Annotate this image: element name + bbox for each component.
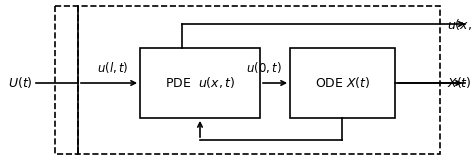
Bar	[290, 48, 395, 118]
Text: $u(l,t)$: $u(l,t)$	[97, 60, 129, 75]
Text: $u(0,t)$: $u(0,t)$	[246, 60, 282, 75]
Text: $X(t)$: $X(t)$	[447, 75, 472, 91]
Text: PDE  $u(x,t)$: PDE $u(x,t)$	[165, 75, 235, 91]
Text: $u(x,t)$: $u(x,t)$	[447, 17, 474, 31]
Bar	[140, 48, 260, 118]
Text: ODE $X(t)$: ODE $X(t)$	[315, 75, 370, 91]
Text: $U(t)$: $U(t)$	[8, 75, 33, 91]
Bar	[55, 6, 440, 154]
